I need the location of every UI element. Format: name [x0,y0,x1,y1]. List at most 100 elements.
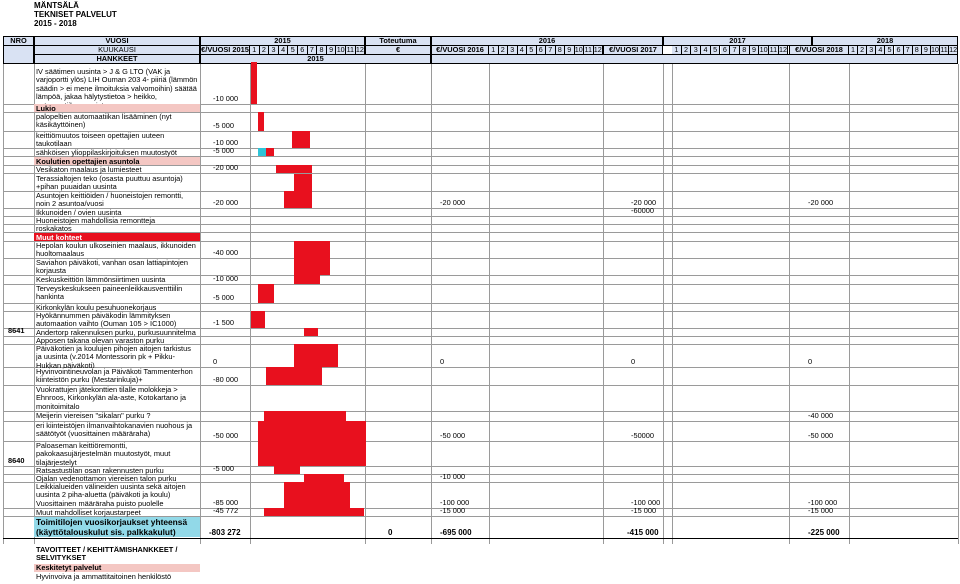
project-name: Keskuskeittiön lämmönsiirtimen uusinta [36,276,166,284]
grid-vline [365,64,366,544]
total-v2018: -225 000 [808,528,840,537]
month-header-2016-4: 4 [517,45,527,55]
grid-vline [200,64,201,544]
month-header-2017-2: 2 [681,45,692,55]
schedule-bar [264,411,346,421]
grid-hline [3,216,958,217]
col-hankkeet: HANKKEET [34,54,200,64]
grid-vline [250,64,251,544]
schedule-bar [258,441,366,466]
project-name: palopeltien automaatiikan lisääminen (ny… [36,113,172,130]
budget-v2015: -5 000 [213,464,234,473]
grid-hline [3,344,958,345]
total-toteutuma: 0 [388,528,393,537]
grid-hline [3,208,958,209]
month-header-2016-10: 10 [574,45,584,55]
project-name: Lukio [36,105,56,113]
month-header-2017-3: 3 [691,45,702,55]
total-v2017: -415 000 [627,528,659,537]
budget-v2016: -100 000 [440,498,470,507]
grid-vline [489,64,490,544]
schedule-bar [294,241,330,258]
project-name: Muut mahdolliset korjaustarpeet [36,509,141,517]
month-header-2015-7: 7 [307,45,318,55]
grid-hline [3,411,958,412]
budget-v2018: -100 000 [808,498,838,507]
budget-v2017: -60000 [631,206,655,215]
grid-hline [3,508,958,509]
grid-hline [3,232,958,233]
org-title: MÄNTSÄLÄ [34,1,79,10]
budget-v2015: -5 000 [213,146,234,155]
project-name: Huoneistojen mahdollisia remontteja [36,217,156,225]
budget-v2015: -1 500 [213,318,234,327]
project-name: Ikkunoiden / ovien uusinta [36,209,122,217]
budget-v2015: -50 000 [213,431,239,440]
col-hankkeet-empty [431,54,958,64]
grid-vline [663,64,664,544]
budget-v2015: -20 000 [213,198,239,207]
goals-band [34,564,200,572]
grid-vline [958,64,959,544]
month-header-2016-5: 5 [527,45,537,55]
month-header-2015-2: 2 [259,45,270,55]
budget-v2018: -50 000 [808,431,834,440]
project-name: Terassialtojen teko (osasta puuttuu asun… [36,175,183,192]
month-header-2018-2: 2 [858,45,868,55]
budget-v2018: -40 000 [808,411,834,420]
budget-v2015: 0 [213,357,218,366]
schedule-bar [284,191,312,208]
budget-v2016: -50 000 [440,431,466,440]
month-header-2015-3: 3 [269,45,279,55]
grid-vline [849,64,850,544]
grid-hline [3,441,958,442]
project-name: Ratsastustilan osan rakennusten purku [36,467,164,475]
budget-v2015: -5 000 [213,121,234,130]
section-band [34,233,200,241]
project-name: Paloaseman keittiöremontti, pakokaasujär… [36,442,171,467]
budget-v2015: -20 000 [213,163,239,172]
project-name: Andertorp rakennuksen purku, purkusuunni… [36,329,196,337]
project-number: 8641 [8,326,25,335]
section-band [34,157,200,165]
month-header-2017-9: 9 [749,45,760,55]
month-header-2016-11: 11 [584,45,594,55]
project-name: Koulutien opettajien asuntola [36,158,140,166]
grid-hline [3,336,958,337]
grid-hline [3,474,958,475]
month-header-2018-10: 10 [930,45,940,55]
budget-v2015: -80 000 [213,375,239,384]
month-header-2015-10: 10 [336,45,346,55]
total-v2015: -803 272 [209,528,241,537]
schedule-bar-marker [258,148,266,156]
budget-v2015: -5 000 [213,293,234,302]
budget-v2015: -10 000 [213,94,239,103]
budget-v2015: -40 000 [213,248,239,257]
project-name: Hyökännummen päiväkodin lämmityksen auto… [36,312,177,329]
project-number: 8640 [8,456,25,465]
month-header-2016-9: 9 [565,45,575,55]
grid-hline [3,165,958,166]
schedule-bar [251,62,257,104]
schedule-bar [304,328,318,336]
total-band [34,517,200,537]
grid-hline [3,241,958,242]
grid-vline [34,64,35,544]
grid-hline [3,516,958,517]
schedule-bar [294,275,320,284]
month-header-2017-7: 7 [730,45,740,55]
grid-hline [3,224,958,225]
month-header-2018-5: 5 [885,45,895,55]
total-v2016: -695 000 [440,528,472,537]
month-header-2016-8: 8 [555,45,565,55]
schedule-bar [258,112,264,131]
month-header-2017-4: 4 [701,45,711,55]
grid-hline [3,131,958,132]
budget-v2015: -10 000 [213,274,239,283]
grid-hline [3,148,958,149]
project-name: Asuntojen keittiöiden / huoneistojen rem… [36,192,184,209]
grid-hline [3,328,958,329]
grid-vline [672,64,673,544]
project-name: Hyvinvointineuvolan ja Päiväkoti Tamment… [36,368,193,386]
grid-hline [3,284,958,285]
